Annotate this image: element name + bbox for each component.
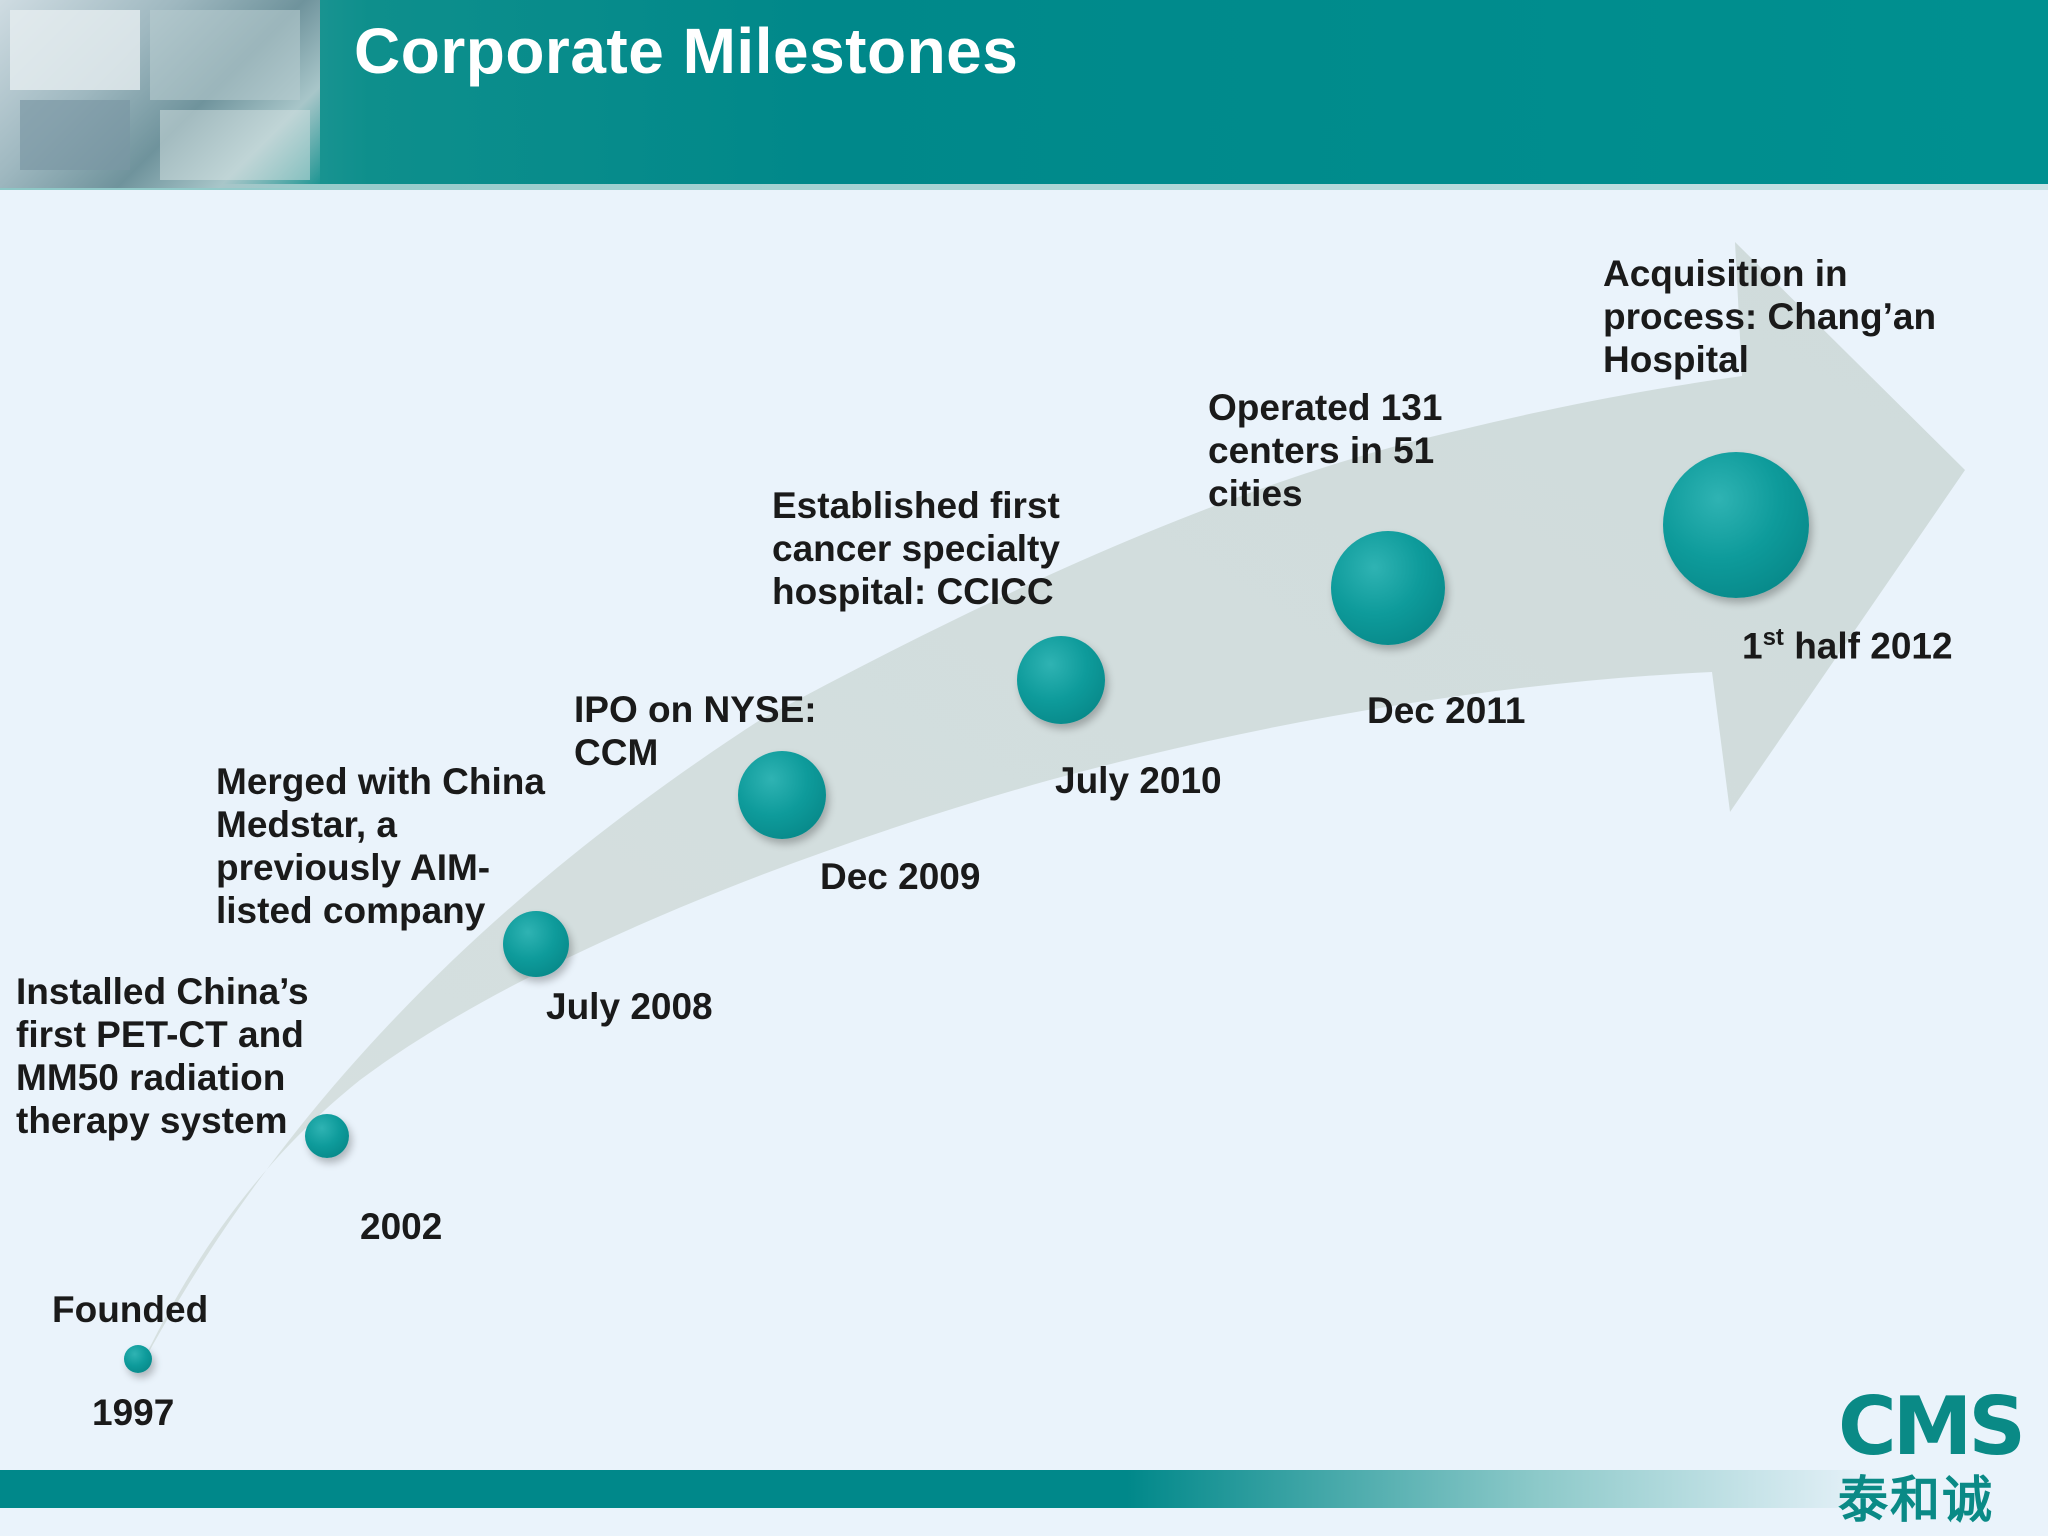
milestone-text-2012: Acquisition in process: Chang’an Hospita… [1603,253,1937,380]
header-photo [0,0,320,188]
milestone-date-2009: Dec 2009 [820,856,981,897]
arrow-body [138,242,1965,1372]
milestone-text-2009: IPO on NYSE: CCM [574,689,817,773]
header-divider [0,184,2048,190]
page-title: Corporate Milestones [354,15,1019,87]
milestone-dot-2012 [1663,452,1809,598]
milestone-dot-2009 [738,751,826,839]
milestone-dot-1997 [124,1345,152,1373]
photo-panel-room [160,110,310,180]
milestone-dot-2008 [503,911,569,977]
milestone-text-2008: Merged with China Medstar, a previously … [216,761,545,931]
date-rest: half 2012 [1783,625,1953,667]
milestone-text-1997: Founded [52,1289,209,1330]
header-bar [0,0,2048,188]
milestone-date-1997: 1997 [92,1392,175,1433]
milestone-date-2011: Dec 2011 [1367,690,1526,731]
date-ordinal: st [1762,624,1784,651]
milestone-date-2010: July 2010 [1055,760,1222,801]
company-logo-chinese: 泰和诚 [1838,1471,1994,1529]
company-logo: CMS [1838,1380,2026,1473]
footer-bar [0,1470,2048,1508]
photo-panel-equipment [10,10,140,90]
milestone-dot-2010 [1017,636,1105,724]
date-number: 1 [1742,625,1763,667]
milestone-dot-2002 [305,1114,349,1158]
photo-panel-scans [20,100,130,170]
milestone-date-2012: 1st half 2012 [1742,624,1953,667]
milestone-text-2011: Operated 131 centers in 51 cities [1208,387,1443,514]
milestone-text-2002: Installed China’s first PET-CT and MM50 … [16,971,309,1141]
milestone-text-2010: Established first cancer specialty hospi… [772,485,1060,612]
milestone-dot-2011 [1331,531,1445,645]
photo-panel-staff [150,10,300,100]
milestone-date-2002: 2002 [360,1206,443,1247]
milestone-date-2008: July 2008 [546,986,713,1027]
